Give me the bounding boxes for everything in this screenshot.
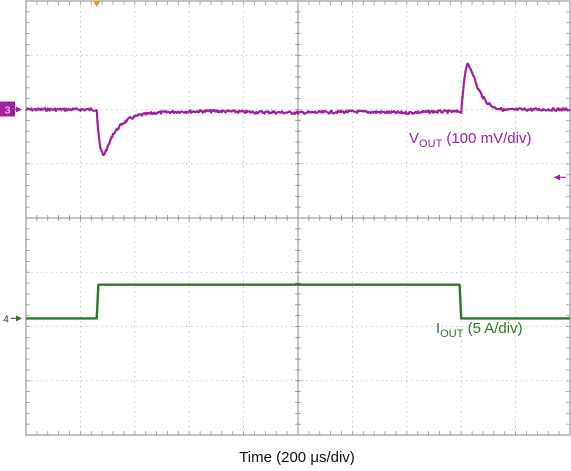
channel-markers: 34 [0,1,101,325]
label-subscript: OUT [440,328,464,340]
trigger-marker [92,1,101,7]
channel-3-marker [0,101,15,117]
vout-label: VOUT (100 mV/div) [409,130,531,150]
grid [25,0,571,436]
series-labels: VOUT (100 mV/div)IOUT (5 A/div) [409,130,566,340]
label-units: (100 mV/div) [442,130,531,147]
x-axis-label: Time (200 μs/div) [239,449,355,466]
label-main: V [409,130,419,147]
iout-label: IOUT (5 A/div) [436,320,523,340]
traces [25,62,571,320]
label-main: I [436,320,440,337]
trace-iout [26,283,570,320]
trace-vout [25,62,571,156]
channel-4-number: 4 [3,314,9,325]
graticule-border [25,0,571,436]
label-units: (5 A/div) [463,320,522,337]
label-subscript: OUT [419,138,443,150]
channel-3-number: 3 [5,106,11,117]
